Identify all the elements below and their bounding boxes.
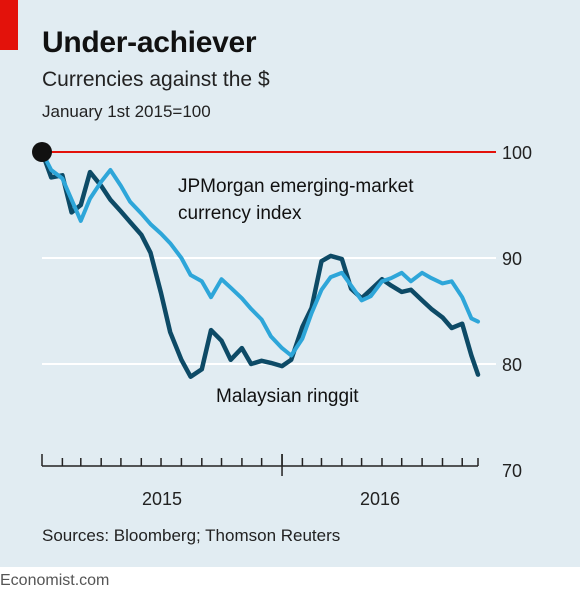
line-chart: 2015 2016 100 90 80 70 JPMorgan emerging-mar… (32, 142, 532, 509)
start-point-dot (32, 142, 52, 162)
annotation-jpmorgan-line2: currency index (178, 203, 302, 224)
source-note: Sources: Bloomberg; Thomson Reuters (42, 526, 341, 545)
series-line-malaysian-ringgit (39, 149, 481, 379)
x-tick-label-2015: 2015 (142, 489, 182, 509)
series-line-jpmorgan (40, 150, 480, 358)
y-tick-label-80: 80 (502, 355, 522, 375)
y-tick-label-90: 90 (502, 249, 522, 269)
x-axis: 2015 2016 (41, 454, 479, 509)
y-tick-label-70: 70 (502, 461, 522, 481)
chart-title: Under-achiever (42, 26, 257, 59)
series-lines (32, 142, 481, 379)
x-tick-label-2016: 2016 (360, 489, 400, 509)
chart-panel (0, 0, 580, 567)
brand-logo-text: Economist.com (0, 572, 110, 589)
chart-subtitle: Currencies against the $ (42, 68, 270, 91)
y-tick-label-100: 100 (502, 143, 532, 163)
annotation-jpmorgan-line1: JPMorgan emerging-market (178, 176, 414, 197)
annotation-malaysian-ringgit: Malaysian ringgit (216, 386, 359, 407)
y-axis-labels: 100 90 80 70 (502, 143, 532, 481)
red-tab-accent (0, 0, 18, 50)
chart-index-note: January 1st 2015=100 (42, 102, 211, 121)
